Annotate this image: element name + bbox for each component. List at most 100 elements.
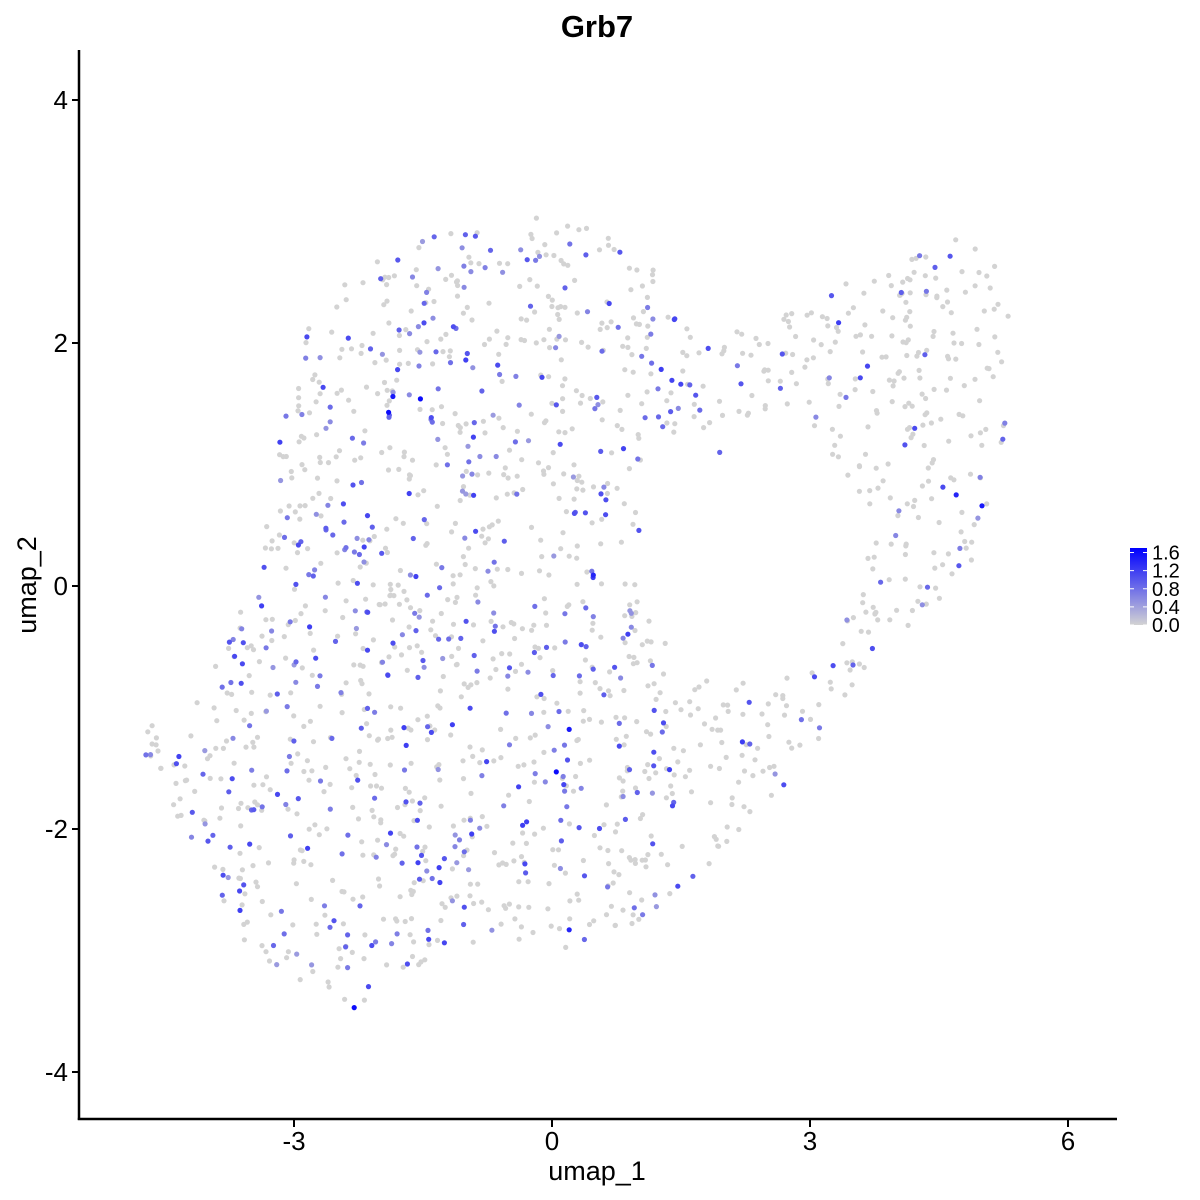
cell-point: [556, 429, 562, 435]
cell-point: [481, 341, 488, 348]
cell-point: [420, 848, 426, 855]
cell-point: [690, 873, 696, 879]
cell-point: [631, 654, 637, 661]
cell-point: [992, 334, 998, 340]
cell-point: [400, 964, 406, 970]
cell-point: [807, 716, 814, 723]
cell-point: [323, 425, 329, 431]
cell-point: [381, 379, 388, 386]
cell-point: [406, 392, 412, 398]
cell-point: [783, 312, 789, 318]
cell-point: [945, 551, 952, 557]
cell-point: [393, 846, 399, 852]
y-tick-label: -2: [45, 814, 68, 844]
cell-point: [383, 842, 390, 848]
cell-point: [533, 215, 540, 221]
cell-point: [701, 721, 708, 727]
cell-point: [401, 454, 407, 460]
cell-point: [468, 269, 474, 275]
cell-point: [736, 779, 742, 785]
cell-point: [331, 918, 337, 924]
cell-point: [923, 288, 930, 294]
cell-point: [475, 599, 481, 605]
cell-point: [461, 284, 467, 290]
cell-point: [428, 627, 434, 633]
cell-point: [213, 745, 219, 751]
cell-point: [519, 457, 525, 463]
cell-point: [462, 535, 468, 541]
cell-point: [491, 758, 497, 764]
cell-point: [648, 833, 654, 839]
cell-point: [639, 642, 645, 648]
cell-point: [351, 549, 357, 555]
cell-point: [616, 775, 623, 781]
cell-point: [474, 668, 480, 674]
cell-point: [265, 860, 272, 866]
cell-point: [470, 622, 477, 628]
cell-point: [296, 403, 302, 409]
cell-point: [176, 753, 182, 760]
cell-point: [431, 234, 437, 240]
cell-point: [577, 679, 583, 685]
cell-point: [261, 564, 267, 570]
cell-point: [625, 392, 631, 398]
cell-point: [672, 700, 679, 706]
cell-point: [718, 727, 724, 733]
cell-point: [804, 312, 810, 318]
cell-point: [753, 335, 759, 341]
cell-point: [516, 784, 522, 790]
cell-point: [562, 304, 568, 310]
cell-point: [655, 386, 661, 392]
cell-point: [740, 350, 746, 356]
cell-point: [343, 944, 349, 950]
cell-point: [574, 581, 580, 587]
cell-point: [858, 628, 864, 634]
cell-point: [447, 348, 453, 354]
cell-point: [313, 655, 319, 661]
cell-point: [491, 559, 497, 565]
cell-point: [551, 862, 558, 868]
cell-point: [499, 651, 505, 657]
cell-point: [879, 354, 885, 360]
cell-point: [339, 710, 345, 716]
cell-point: [321, 789, 327, 795]
cell-point: [239, 661, 245, 667]
cell-point: [460, 484, 467, 490]
cell-point: [890, 383, 896, 389]
cell-point: [668, 390, 674, 396]
cell-point: [582, 657, 589, 663]
cell-point: [363, 596, 369, 602]
cell-point: [409, 457, 416, 463]
cell-point: [905, 275, 911, 282]
cell-point: [370, 637, 376, 643]
cell-point: [322, 912, 328, 918]
cell-point: [653, 904, 660, 910]
cell-point: [555, 305, 561, 311]
cell-point: [747, 809, 753, 815]
cell-point: [440, 349, 446, 355]
cell-point: [334, 304, 340, 310]
cell-point: [367, 761, 373, 767]
cell-point: [327, 404, 333, 410]
cell-point: [787, 324, 793, 330]
cell-point: [460, 473, 466, 479]
cell-point: [417, 396, 423, 402]
cell-point: [287, 833, 294, 839]
cell-point: [268, 912, 274, 918]
cell-point: [283, 655, 289, 661]
cell-point: [182, 763, 188, 769]
cell-point: [353, 772, 359, 779]
cell-point: [364, 721, 370, 727]
cell-point: [626, 767, 633, 773]
cell-point: [528, 524, 535, 531]
cell-point: [423, 858, 429, 864]
cell-point: [548, 923, 554, 929]
y-axis-label: umap_2: [12, 536, 42, 634]
cell-point: [648, 731, 654, 737]
cell-point: [691, 414, 697, 420]
cell-point: [933, 275, 939, 281]
cell-point: [960, 413, 966, 419]
cell-point: [605, 688, 612, 694]
cell-point: [388, 592, 394, 598]
cell-point: [463, 468, 469, 474]
